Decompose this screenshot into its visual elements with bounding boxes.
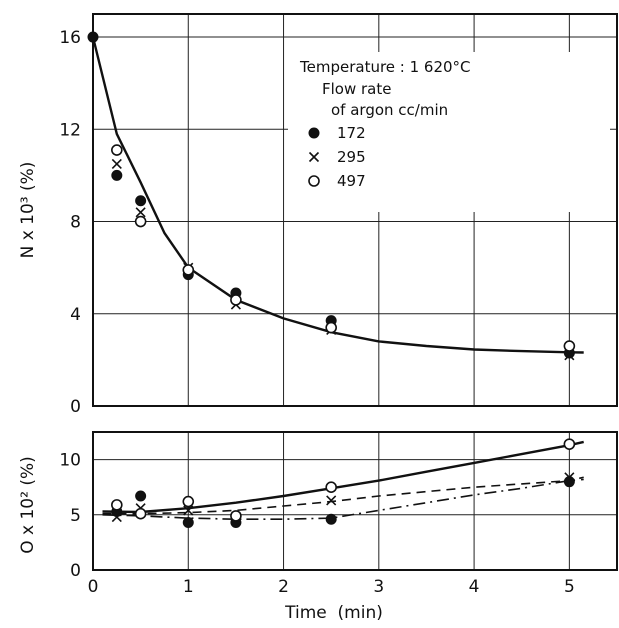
legend-label-172: 172 — [337, 124, 366, 142]
legend-background — [288, 52, 610, 212]
top-point-497 — [230, 294, 242, 306]
top-point-497 — [325, 321, 337, 334]
bottom-x-tick-label: 4 — [469, 577, 480, 597]
bottom-point-172 — [325, 513, 337, 525]
top-y-tick-label: 8 — [70, 213, 81, 233]
bottom-point-497 — [325, 481, 337, 494]
top-point-497 — [111, 144, 123, 156]
top-point-172 — [111, 169, 123, 181]
x-axis-label: Time (min) — [284, 603, 383, 623]
bottom-plot-frame — [92, 431, 618, 571]
legend-marker-172 — [308, 127, 320, 139]
bottom-x-tick-label: 0 — [88, 577, 99, 597]
bottom-point-295 — [564, 472, 575, 483]
bottom-point-295 — [326, 495, 337, 506]
top-y-tick-labels: 0 4 8 12 16 — [59, 28, 81, 417]
top-y-tick-label: 4 — [70, 305, 81, 325]
bottom-panel: 0 1 2 3 4 5 0 5 10 O x 10² (%) Time (min) — [18, 431, 618, 623]
bottom-point-295 — [183, 505, 194, 516]
bottom-fit-curve-295 — [102, 478, 584, 515]
top-y-tick-label: 16 — [59, 28, 81, 48]
top-y-axis-label: N x 10³ (%) — [18, 162, 38, 259]
bottom-y-tick-labels: 0 5 10 — [59, 451, 81, 581]
bottom-x-tick-label: 2 — [278, 577, 289, 597]
bottom-y-tick-label: 0 — [70, 561, 81, 581]
bottom-x-tick-labels: 0 1 2 3 4 5 — [88, 577, 575, 597]
bottom-fit-curve-497 — [102, 440, 584, 514]
bottom-y-tick-label: 10 — [59, 451, 81, 471]
bottom-x-tick-label: 3 — [373, 577, 384, 597]
legend-title-temperature: Temperature : 1 620°C — [299, 58, 471, 76]
bottom-point-497 — [230, 510, 242, 522]
top-fit-curve — [91, 36, 584, 354]
legend-label-497: 497 — [337, 172, 366, 190]
bottom-grid — [93, 432, 617, 570]
top-plot-frame — [92, 13, 618, 407]
bottom-point-497 — [182, 495, 195, 508]
bottom-y-axis-label: O x 10² (%) — [18, 456, 38, 554]
bottom-x-tick-label: 1 — [183, 577, 194, 597]
legend-label-295: 295 — [337, 148, 366, 166]
top-fit-curve-all — [91, 36, 584, 354]
bottom-point-172 — [182, 517, 194, 529]
bottom-point-172 — [135, 490, 147, 502]
bottom-point-497 — [111, 499, 123, 511]
legend-marker-497 — [308, 175, 320, 187]
top-panel: 0 4 8 12 16 N x 10³ (%) Temperature : 1 620°… — [18, 13, 618, 417]
bottom-point-497 — [563, 438, 576, 450]
top-point-172 — [87, 31, 99, 43]
legend: Temperature : 1 620°C Flow rate of argon… — [288, 52, 610, 212]
top-data-points — [87, 31, 576, 361]
bottom-data-points — [111, 438, 576, 529]
top-y-tick-label: 12 — [59, 120, 81, 140]
bottom-fit-curves — [102, 440, 584, 520]
bottom-y-tick-label: 5 — [70, 506, 81, 526]
top-point-295 — [135, 207, 146, 218]
bottom-point-295 — [111, 511, 122, 523]
legend-marker-295 — [308, 151, 320, 163]
top-point-172 — [135, 195, 147, 207]
legend-entries: 172 295 497 — [308, 124, 366, 190]
legend-title-flow-rate: Flow rate — [322, 80, 391, 98]
top-point-295 — [564, 350, 575, 361]
bottom-point-497 — [134, 507, 147, 520]
top-point-497 — [182, 264, 195, 276]
bottom-x-tick-label: 5 — [564, 577, 575, 597]
top-point-497 — [134, 215, 147, 228]
legend-title-argon: of argon cc/min — [331, 101, 448, 119]
bottom-fit-curve-172 — [102, 476, 584, 520]
top-y-tick-label: 0 — [70, 397, 81, 417]
top-point-295 — [111, 158, 122, 169]
top-point-497 — [563, 340, 576, 352]
